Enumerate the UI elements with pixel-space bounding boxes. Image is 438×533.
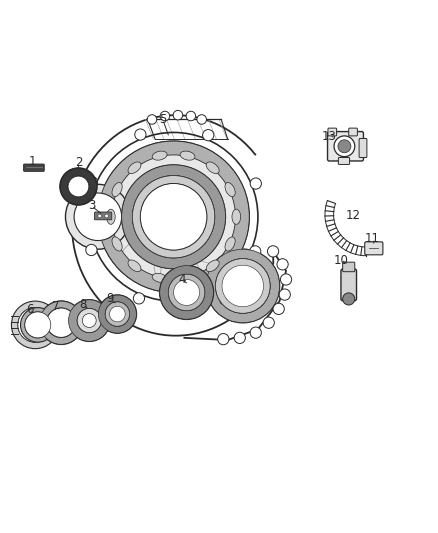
Circle shape bbox=[338, 140, 351, 153]
Text: 11: 11 bbox=[365, 232, 380, 245]
Text: 2: 2 bbox=[75, 156, 82, 169]
Wedge shape bbox=[206, 249, 279, 322]
Ellipse shape bbox=[180, 151, 195, 160]
Wedge shape bbox=[98, 141, 249, 293]
Circle shape bbox=[133, 176, 215, 258]
Wedge shape bbox=[105, 302, 130, 326]
Text: 9: 9 bbox=[106, 293, 114, 305]
Circle shape bbox=[203, 130, 214, 141]
Circle shape bbox=[173, 110, 183, 120]
Text: 8: 8 bbox=[79, 298, 86, 311]
Text: 3: 3 bbox=[88, 199, 95, 213]
Circle shape bbox=[334, 136, 355, 157]
Ellipse shape bbox=[112, 182, 122, 197]
Text: 12: 12 bbox=[346, 209, 360, 222]
FancyBboxPatch shape bbox=[343, 262, 355, 272]
Wedge shape bbox=[215, 259, 270, 313]
Circle shape bbox=[98, 214, 101, 217]
Circle shape bbox=[234, 332, 245, 343]
Circle shape bbox=[77, 309, 101, 333]
Circle shape bbox=[82, 313, 96, 327]
Circle shape bbox=[250, 178, 261, 189]
Circle shape bbox=[46, 308, 76, 337]
Ellipse shape bbox=[225, 237, 235, 251]
Circle shape bbox=[39, 301, 83, 344]
Ellipse shape bbox=[106, 209, 115, 224]
FancyBboxPatch shape bbox=[341, 269, 357, 301]
Circle shape bbox=[268, 246, 279, 257]
Ellipse shape bbox=[225, 182, 235, 197]
Circle shape bbox=[133, 293, 145, 304]
Circle shape bbox=[343, 293, 355, 305]
Circle shape bbox=[168, 274, 205, 311]
Circle shape bbox=[68, 176, 89, 197]
Circle shape bbox=[66, 184, 131, 249]
Circle shape bbox=[147, 115, 157, 124]
Circle shape bbox=[160, 265, 213, 319]
FancyBboxPatch shape bbox=[95, 212, 112, 220]
Wedge shape bbox=[168, 274, 205, 311]
Circle shape bbox=[197, 115, 206, 124]
Ellipse shape bbox=[206, 260, 219, 272]
Text: 1: 1 bbox=[28, 155, 36, 168]
Wedge shape bbox=[21, 308, 55, 342]
Wedge shape bbox=[11, 301, 59, 349]
Circle shape bbox=[140, 183, 207, 250]
Circle shape bbox=[86, 176, 98, 188]
Circle shape bbox=[201, 293, 212, 304]
Circle shape bbox=[263, 317, 274, 328]
Wedge shape bbox=[133, 176, 215, 258]
Circle shape bbox=[279, 289, 290, 300]
Circle shape bbox=[105, 302, 130, 326]
Wedge shape bbox=[39, 301, 83, 344]
Ellipse shape bbox=[180, 273, 195, 282]
FancyBboxPatch shape bbox=[338, 158, 350, 165]
Text: 7: 7 bbox=[52, 300, 59, 313]
Circle shape bbox=[273, 303, 284, 314]
Circle shape bbox=[18, 308, 53, 342]
Circle shape bbox=[218, 334, 229, 345]
Circle shape bbox=[215, 259, 270, 313]
Text: 13: 13 bbox=[322, 130, 337, 143]
Circle shape bbox=[135, 129, 146, 140]
Ellipse shape bbox=[152, 273, 167, 282]
Ellipse shape bbox=[232, 209, 240, 224]
FancyBboxPatch shape bbox=[328, 132, 364, 161]
Wedge shape bbox=[60, 168, 97, 205]
Ellipse shape bbox=[152, 151, 167, 160]
FancyBboxPatch shape bbox=[349, 128, 357, 136]
Ellipse shape bbox=[112, 237, 122, 251]
Text: 4: 4 bbox=[179, 273, 186, 286]
FancyBboxPatch shape bbox=[24, 164, 44, 172]
Wedge shape bbox=[160, 265, 213, 319]
Circle shape bbox=[68, 300, 110, 341]
Circle shape bbox=[74, 193, 122, 240]
Circle shape bbox=[99, 295, 136, 333]
Circle shape bbox=[280, 274, 292, 285]
Circle shape bbox=[250, 327, 261, 338]
Circle shape bbox=[105, 214, 108, 217]
Circle shape bbox=[220, 297, 227, 304]
Wedge shape bbox=[122, 165, 226, 269]
Ellipse shape bbox=[128, 162, 141, 174]
Circle shape bbox=[98, 141, 249, 293]
Circle shape bbox=[122, 165, 226, 269]
FancyBboxPatch shape bbox=[365, 242, 383, 255]
Ellipse shape bbox=[128, 260, 141, 272]
Ellipse shape bbox=[206, 162, 219, 174]
Circle shape bbox=[277, 259, 288, 270]
Circle shape bbox=[250, 246, 261, 257]
Circle shape bbox=[160, 111, 170, 121]
FancyBboxPatch shape bbox=[359, 139, 367, 158]
Circle shape bbox=[25, 312, 51, 338]
Text: 5: 5 bbox=[159, 113, 166, 126]
Text: 6: 6 bbox=[26, 303, 33, 316]
Text: 10: 10 bbox=[333, 254, 348, 266]
Circle shape bbox=[186, 111, 196, 121]
Circle shape bbox=[86, 244, 97, 256]
FancyBboxPatch shape bbox=[328, 128, 337, 136]
Wedge shape bbox=[99, 295, 136, 333]
Circle shape bbox=[206, 249, 279, 322]
Wedge shape bbox=[68, 300, 110, 341]
